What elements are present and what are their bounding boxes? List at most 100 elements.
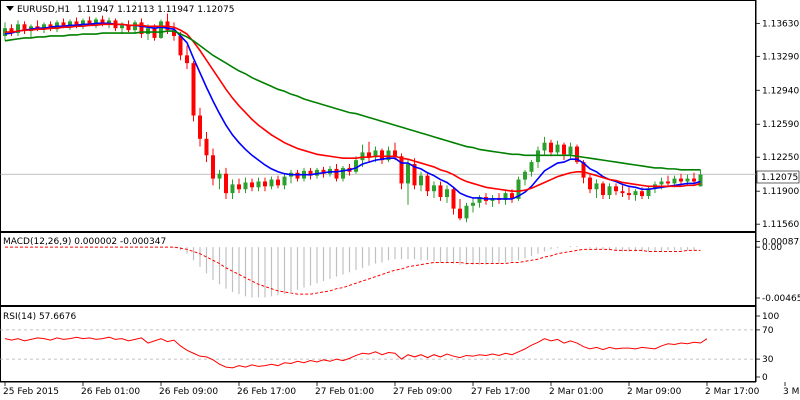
candle-body bbox=[178, 35, 183, 56]
candle-body bbox=[659, 181, 664, 185]
candle-body bbox=[237, 184, 241, 190]
candle-body bbox=[451, 189, 456, 209]
candle-body bbox=[139, 22, 144, 35]
candle-body bbox=[107, 20, 111, 24]
candle-body bbox=[35, 26, 40, 29]
candle-body bbox=[321, 169, 326, 174]
x-tick-label: 27 Feb 01:00 bbox=[315, 387, 374, 397]
y-tick-label: 30 bbox=[762, 355, 774, 365]
candle-body bbox=[295, 172, 300, 179]
candle-body bbox=[529, 162, 534, 172]
y-tick-label: 1.12250 bbox=[762, 153, 799, 163]
rsi-panel-frame bbox=[0, 306, 756, 382]
candle-body bbox=[282, 176, 287, 186]
candle-body bbox=[588, 177, 592, 190]
candle-body bbox=[627, 193, 631, 196]
candle-body bbox=[230, 184, 235, 194]
candle-body bbox=[211, 155, 215, 179]
candle-body bbox=[562, 144, 566, 155]
candle-body bbox=[126, 25, 131, 31]
candle-body bbox=[367, 152, 371, 158]
candle-body bbox=[198, 115, 202, 139]
candle-body bbox=[360, 152, 365, 161]
triangle-down-icon[interactable] bbox=[6, 6, 14, 11]
candle-body bbox=[94, 19, 98, 25]
macd-panel-frame bbox=[0, 232, 756, 306]
candle-body bbox=[269, 179, 274, 187]
y-tick-label: -0.00465 bbox=[762, 294, 800, 304]
price-panel-frame bbox=[0, 0, 756, 232]
symbol-title: EURUSD,H1 bbox=[17, 5, 70, 15]
moving-averages-group bbox=[4, 22, 701, 200]
candle-body bbox=[432, 185, 436, 192]
candle-body bbox=[217, 173, 222, 179]
candle-body bbox=[354, 160, 358, 172]
rsi-line bbox=[4, 336, 708, 369]
candle-body bbox=[42, 24, 46, 29]
candle-body bbox=[9, 28, 14, 34]
ohlc-readout: 1.11947 1.12113 1.11947 1.12075 bbox=[77, 5, 234, 15]
x-tick-label: 27 Feb 17:00 bbox=[471, 387, 530, 397]
candle-body bbox=[471, 202, 475, 206]
candle-body bbox=[373, 150, 378, 158]
candle-body bbox=[575, 146, 579, 163]
candle-body bbox=[692, 178, 696, 182]
candle-body bbox=[601, 183, 605, 196]
candle-body bbox=[536, 150, 540, 163]
candle-body bbox=[159, 21, 163, 38]
candle-body bbox=[620, 191, 625, 194]
candle-body bbox=[256, 181, 261, 188]
candle-body bbox=[679, 178, 683, 182]
candle-body bbox=[224, 173, 228, 194]
candle-body bbox=[334, 168, 339, 179]
candle-body bbox=[341, 167, 345, 179]
x-tick-label: 26 Feb 17:00 bbox=[237, 387, 296, 397]
candle-body bbox=[581, 162, 586, 178]
y-tick-label: 1.11560 bbox=[762, 220, 799, 230]
macd-group bbox=[5, 246, 701, 298]
candle-body bbox=[542, 142, 547, 151]
y-tick-label: 1.11900 bbox=[762, 187, 799, 197]
candle-body bbox=[594, 183, 599, 190]
candle-body bbox=[406, 164, 410, 184]
candle-body bbox=[672, 178, 677, 184]
candle-body bbox=[685, 178, 690, 182]
candle-body bbox=[74, 21, 79, 26]
candle-body bbox=[146, 28, 150, 35]
candle-body bbox=[152, 28, 157, 38]
candle-body bbox=[68, 21, 72, 27]
candle-body bbox=[438, 185, 443, 198]
moving-average-line-3 bbox=[4, 30, 701, 171]
candle-body bbox=[263, 181, 267, 187]
candle-body bbox=[87, 20, 92, 25]
candle-body bbox=[308, 170, 313, 176]
candle-body bbox=[698, 174, 703, 187]
y-tick-label: 0.00 bbox=[762, 243, 782, 253]
y-tick-label: 0 bbox=[762, 373, 768, 383]
candle-body bbox=[250, 182, 254, 188]
x-tick-label: 26 Feb 09:00 bbox=[159, 387, 218, 397]
candle-body bbox=[100, 19, 105, 24]
x-tick-label: 3 Mar 01:00 bbox=[783, 387, 800, 397]
candle-body bbox=[204, 138, 209, 156]
y-tick-label: 100 bbox=[762, 312, 779, 322]
y-tick-label: 70 bbox=[762, 326, 774, 336]
candle-body bbox=[510, 193, 514, 199]
candle-body bbox=[523, 171, 527, 180]
candle-body bbox=[503, 193, 508, 200]
candle-body bbox=[133, 22, 137, 31]
x-tick-label: 2 Mar 17:00 bbox=[705, 387, 760, 397]
candle-body bbox=[393, 150, 397, 157]
candle-body bbox=[445, 189, 449, 198]
x-tick-label: 2 Mar 09:00 bbox=[627, 387, 682, 397]
x-tick-label: 25 Feb 2015 bbox=[3, 387, 59, 397]
candle-body bbox=[172, 30, 176, 36]
candle-body bbox=[120, 25, 124, 29]
candle-body bbox=[666, 181, 670, 184]
candle-body bbox=[412, 164, 417, 186]
candle-body bbox=[380, 150, 384, 161]
x-tick-label: 26 Feb 01:00 bbox=[81, 387, 140, 397]
current-price-tag bbox=[756, 170, 800, 184]
rsi-title: RSI(14) 57.6676 bbox=[3, 312, 76, 322]
candle-body bbox=[633, 191, 638, 196]
